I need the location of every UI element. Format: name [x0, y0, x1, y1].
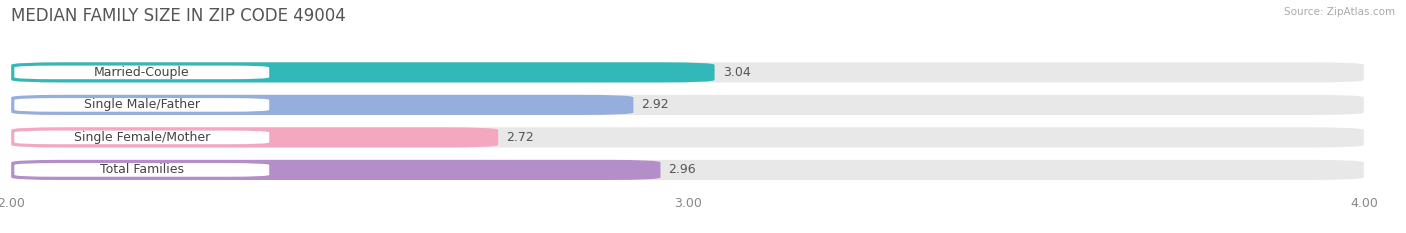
Text: Source: ZipAtlas.com: Source: ZipAtlas.com — [1284, 7, 1395, 17]
FancyBboxPatch shape — [13, 97, 270, 113]
FancyBboxPatch shape — [11, 127, 1364, 147]
Text: 2.96: 2.96 — [669, 163, 696, 176]
FancyBboxPatch shape — [13, 65, 270, 80]
FancyBboxPatch shape — [11, 160, 1364, 180]
FancyBboxPatch shape — [11, 62, 714, 82]
FancyBboxPatch shape — [13, 162, 270, 178]
Text: Single Male/Father: Single Male/Father — [84, 98, 200, 111]
FancyBboxPatch shape — [11, 160, 661, 180]
FancyBboxPatch shape — [11, 95, 634, 115]
Text: 2.92: 2.92 — [641, 98, 669, 111]
FancyBboxPatch shape — [11, 95, 1364, 115]
FancyBboxPatch shape — [11, 127, 498, 147]
Text: 2.72: 2.72 — [506, 131, 534, 144]
Text: Married-Couple: Married-Couple — [94, 66, 190, 79]
Text: Single Female/Mother: Single Female/Mother — [73, 131, 209, 144]
Text: Total Families: Total Families — [100, 163, 184, 176]
FancyBboxPatch shape — [13, 130, 270, 145]
Text: 3.04: 3.04 — [723, 66, 751, 79]
Text: MEDIAN FAMILY SIZE IN ZIP CODE 49004: MEDIAN FAMILY SIZE IN ZIP CODE 49004 — [11, 7, 346, 25]
FancyBboxPatch shape — [11, 62, 1364, 82]
